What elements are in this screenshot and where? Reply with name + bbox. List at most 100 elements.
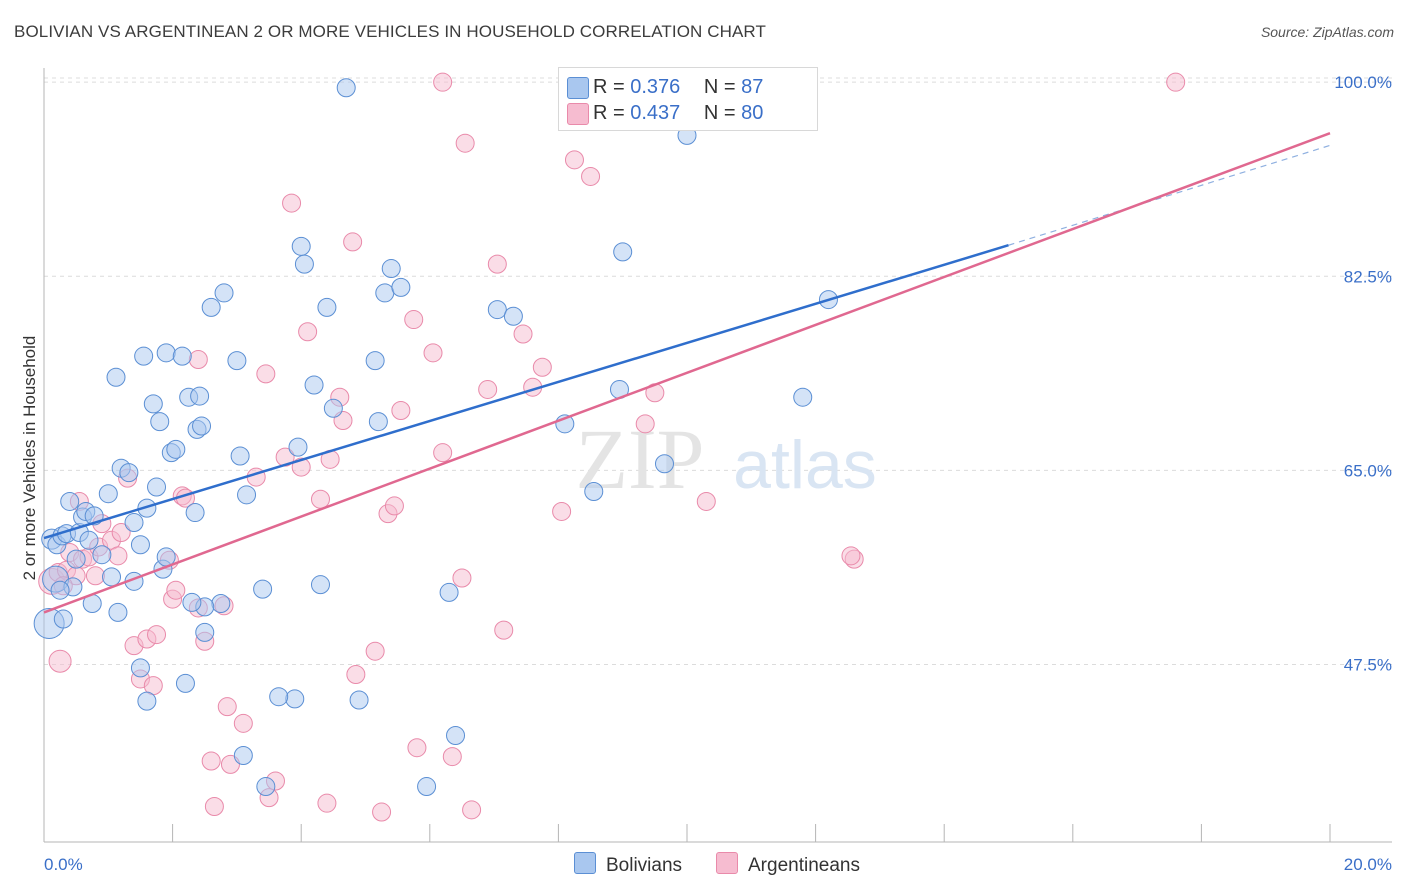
argentineans-trend-line bbox=[43, 132, 1331, 614]
bolivians-point bbox=[172, 346, 192, 366]
argentineans-point bbox=[204, 797, 224, 817]
argentineans-point bbox=[532, 357, 552, 377]
bolivians-point bbox=[294, 254, 314, 274]
bolivians-n-value: 87 bbox=[741, 76, 764, 98]
argentineans-point bbox=[317, 793, 337, 813]
bolivians-point bbox=[175, 673, 195, 693]
bolivians-point bbox=[417, 777, 437, 797]
bolivians-point bbox=[150, 412, 170, 432]
bolivians-point bbox=[195, 622, 215, 642]
legend-row-argentineans: R = 0.437 N = 80 bbox=[567, 102, 764, 126]
x-tick-label: 0.0% bbox=[44, 855, 83, 874]
argentineans-legend-swatch bbox=[716, 852, 738, 874]
y-tick-label: 47.5% bbox=[1344, 656, 1392, 675]
bolivians-point bbox=[233, 745, 253, 765]
bolivians-point bbox=[304, 375, 324, 395]
argentineans-point bbox=[1166, 72, 1186, 92]
argentineans-swatch bbox=[567, 103, 589, 125]
bolivians-legend-label: Bolivians bbox=[606, 855, 683, 876]
argentineans-point bbox=[696, 491, 716, 511]
bolivians-point bbox=[310, 575, 330, 595]
argentineans-point bbox=[343, 232, 363, 252]
argentineans-r-label: R = bbox=[593, 102, 625, 124]
argentineans-point bbox=[564, 150, 584, 170]
watermark: ZIP atlas bbox=[576, 411, 877, 507]
bolivians-point bbox=[192, 416, 212, 436]
argentineans-n-label: N = bbox=[703, 102, 736, 124]
bolivians-point bbox=[227, 351, 247, 371]
argentineans-point bbox=[147, 625, 167, 645]
bolivians-point bbox=[503, 306, 523, 326]
bolivians-point bbox=[53, 609, 73, 629]
bolivians-point bbox=[336, 78, 356, 98]
argentineans-legend-label: Argentineans bbox=[748, 855, 860, 876]
bolivians-point bbox=[130, 658, 150, 678]
argentineans-point bbox=[462, 800, 482, 820]
bolivians-point bbox=[137, 691, 157, 711]
bolivians-point bbox=[391, 277, 411, 297]
legend-item-bolivians[interactable]: Bolivians bbox=[574, 852, 682, 877]
argentineans-point bbox=[256, 364, 276, 384]
bolivians-point bbox=[185, 503, 205, 523]
bolivians-point bbox=[439, 582, 459, 602]
bolivians-trend-line bbox=[43, 244, 1009, 540]
bolivians-point bbox=[108, 602, 128, 622]
argentineans-n-value: 80 bbox=[741, 102, 764, 124]
argentineans-point bbox=[282, 193, 302, 213]
trend-lines bbox=[43, 132, 1331, 614]
bolivians-point bbox=[79, 530, 99, 550]
argentineans-point bbox=[487, 254, 507, 274]
bolivians-point bbox=[214, 283, 234, 303]
source-label: Source: ZipAtlas.com bbox=[1260, 24, 1394, 40]
bolivians-point bbox=[106, 367, 126, 387]
argentineans-point bbox=[494, 620, 514, 640]
bolivians-point bbox=[256, 777, 276, 797]
argentineans-point bbox=[365, 641, 385, 661]
bolivians-point bbox=[288, 437, 308, 457]
argentineans-point bbox=[455, 133, 475, 153]
argentineans-point bbox=[552, 501, 572, 521]
argentineans-point bbox=[372, 802, 392, 822]
bolivians-point bbox=[487, 300, 507, 320]
bolivians-point bbox=[143, 394, 163, 414]
bolivians-n-label: N = bbox=[703, 76, 736, 98]
bolivians-point bbox=[66, 549, 86, 569]
bolivians-point bbox=[584, 481, 604, 501]
bolivians-point bbox=[237, 485, 257, 505]
bolivians-point bbox=[147, 477, 167, 497]
argentineans-point bbox=[233, 713, 253, 733]
bolivians-point bbox=[291, 236, 311, 256]
argentineans-point bbox=[404, 310, 424, 330]
x-tick-label: 20.0% bbox=[1344, 855, 1392, 874]
argentineans-point bbox=[217, 697, 237, 717]
argentineans-point bbox=[433, 72, 453, 92]
watermark-atlas: atlas bbox=[733, 427, 877, 503]
bolivians-legend-swatch bbox=[574, 852, 596, 874]
bolivians-point bbox=[365, 351, 385, 371]
bolivians-point bbox=[182, 592, 202, 612]
argentineans-point bbox=[298, 322, 318, 342]
bolivians-point bbox=[130, 535, 150, 555]
bolivians-point bbox=[119, 463, 139, 483]
bolivians-point bbox=[134, 346, 154, 366]
bolivians-point bbox=[381, 259, 401, 279]
bolivians-point bbox=[201, 297, 221, 317]
argentineans-point bbox=[407, 738, 427, 758]
bolivians-point bbox=[98, 484, 118, 504]
argentineans-point bbox=[423, 343, 443, 363]
argentineans-point bbox=[391, 401, 411, 421]
bolivians-points bbox=[33, 78, 838, 797]
bolivians-point bbox=[190, 386, 210, 406]
bolivians-point bbox=[368, 412, 388, 432]
bolivians-point bbox=[446, 726, 466, 746]
y-axis-label: 2 or more Vehicles in Household bbox=[20, 335, 39, 581]
axes bbox=[43, 68, 1392, 843]
bolivians-swatch bbox=[567, 77, 589, 99]
bolivians-r-value: 0.376 bbox=[630, 76, 681, 98]
correlation-legend: R = 0.376 N = 87 R = 0.437 N = 80 bbox=[558, 67, 818, 131]
legend-item-argentineans[interactable]: Argentineans bbox=[716, 852, 860, 877]
bolivians-point bbox=[285, 689, 305, 709]
bolivians-trend-extension bbox=[1008, 144, 1331, 246]
argentineans-point bbox=[188, 349, 208, 369]
bolivians-point bbox=[156, 343, 176, 363]
